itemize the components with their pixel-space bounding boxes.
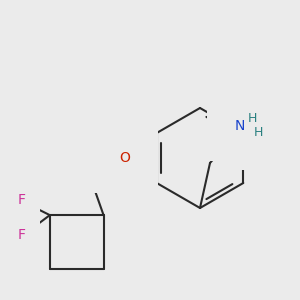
Text: O: O <box>119 151 130 165</box>
Text: F: F <box>18 228 26 242</box>
Text: H: H <box>247 112 257 124</box>
Text: N: N <box>235 119 245 133</box>
Text: N: N <box>246 128 256 142</box>
Text: H: H <box>253 127 263 140</box>
Text: F: F <box>18 193 26 207</box>
